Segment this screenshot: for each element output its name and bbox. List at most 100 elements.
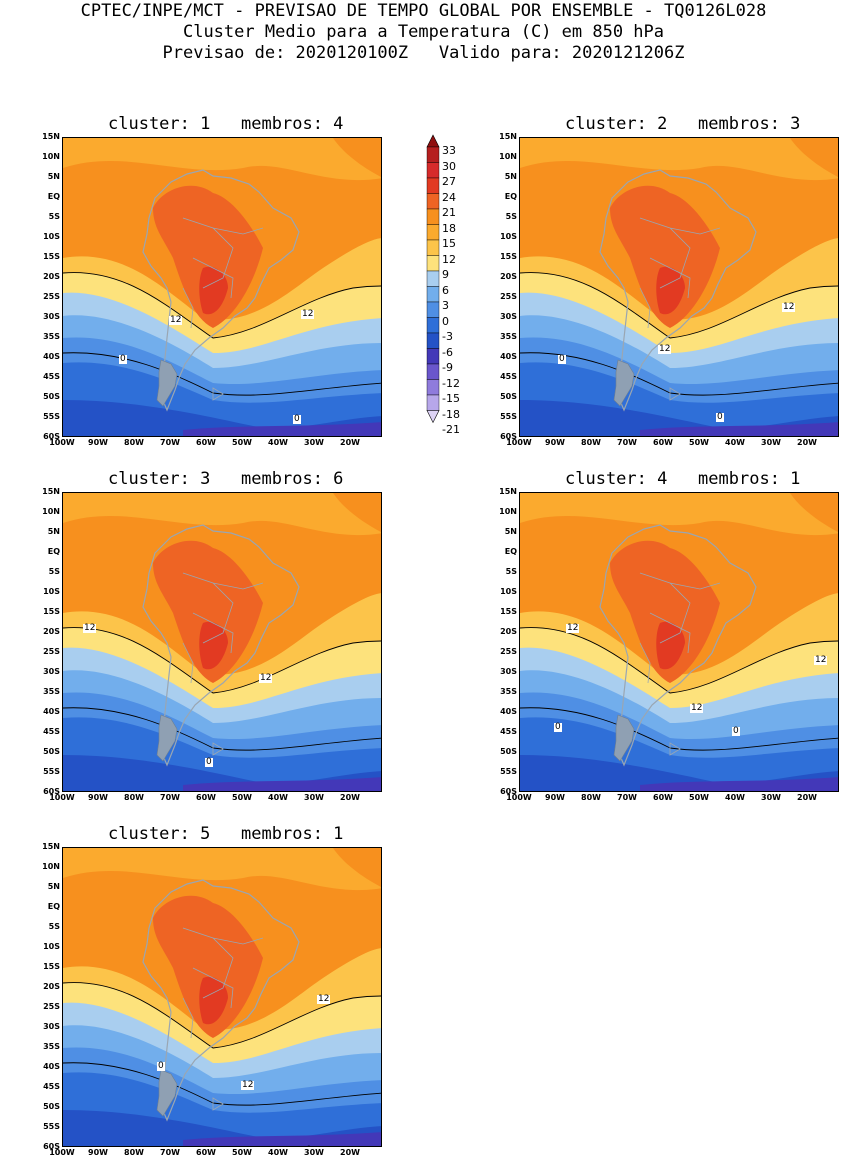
colorbar-label: -12	[442, 376, 460, 390]
lon-tick-label: 70W	[160, 793, 180, 802]
lon-tick-label: 40W	[268, 438, 288, 447]
lat-tick-label: 30S	[500, 312, 517, 321]
lat-tick-label: 25S	[500, 292, 517, 301]
lat-tick-label: 10N	[42, 862, 60, 871]
lat-tick-label: 60S	[43, 787, 60, 796]
lon-tick-label: 40W	[725, 438, 745, 447]
colorbar-label: 27	[442, 175, 456, 188]
colorbar-label: -21	[442, 423, 460, 436]
lat-tick-label: 50S	[43, 747, 60, 756]
panel-title: cluster: 3 membros: 6	[108, 469, 344, 489]
colorbar-label: 6	[442, 283, 449, 297]
colorbar-label: 30	[442, 159, 456, 173]
lat-tick-label: EQ	[47, 547, 60, 556]
lat-tick-label: 10S	[43, 587, 60, 596]
contour-label: 12	[658, 344, 672, 354]
lat-tick-label: 10S	[500, 587, 517, 596]
lat-tick-label: EQ	[504, 192, 517, 201]
colorbar-label: 0	[442, 314, 449, 328]
colorbar-label: -9	[442, 361, 453, 374]
lon-tick-label: 50W	[232, 793, 252, 802]
lon-tick-label: 70W	[617, 438, 637, 447]
lat-tick-label: 50S	[500, 392, 517, 401]
lat-tick-label: 5S	[505, 212, 517, 221]
lon-tick-label: 70W	[617, 793, 637, 802]
lat-tick-label: 55S	[43, 1122, 60, 1131]
lon-tick-label: 60W	[653, 793, 673, 802]
panel-title: cluster: 5 membros: 1	[108, 824, 344, 844]
contour-label: 12	[169, 315, 183, 325]
lon-tick-label: 100W	[506, 438, 532, 447]
lat-tick-label: 5N	[47, 882, 60, 891]
colorbar-swatch	[426, 193, 440, 210]
lat-tick-label: 20S	[43, 982, 60, 991]
colorbar-label: -18	[442, 407, 460, 421]
colorbar	[426, 134, 440, 424]
lat-tick-label: 50S	[43, 392, 60, 401]
lon-tick-label: 90W	[545, 438, 565, 447]
panel-title: cluster: 2 membros: 3	[565, 114, 801, 134]
colorbar-label: 3	[442, 299, 449, 312]
contour-label: 12	[317, 994, 331, 1004]
panel-title: cluster: 4 membros: 1	[565, 469, 801, 489]
lat-tick-label: 15S	[43, 962, 60, 971]
lat-tick-label: 25S	[500, 647, 517, 656]
lon-tick-label: 20W	[340, 1148, 360, 1157]
lat-tick-label: 10N	[499, 152, 517, 161]
lon-tick-label: 30W	[304, 438, 324, 447]
colorbar-label: 33	[442, 144, 456, 157]
lat-tick-label: 55S	[43, 412, 60, 421]
lon-tick-label: 90W	[88, 438, 108, 447]
contour-label: 12	[690, 703, 704, 713]
lon-tick-label: 20W	[340, 793, 360, 802]
contour-label: 0	[558, 354, 566, 364]
temperature-field	[520, 493, 838, 791]
colorbar-label: -15	[442, 392, 460, 405]
lat-tick-label: 30S	[43, 312, 60, 321]
lat-tick-label: 25S	[43, 647, 60, 656]
colorbar-swatch	[426, 363, 440, 380]
lat-tick-label: 10S	[43, 942, 60, 951]
lat-tick-label: 45S	[500, 372, 517, 381]
lat-tick-label: 5S	[505, 567, 517, 576]
colorbar-label: 12	[442, 252, 456, 266]
lat-tick-label: 60S	[43, 1142, 60, 1151]
lat-tick-label: 30S	[43, 667, 60, 676]
lon-tick-label: 20W	[340, 438, 360, 447]
lat-tick-label: 15N	[42, 487, 60, 496]
temperature-field	[63, 138, 381, 436]
contour-label: 12	[241, 1080, 255, 1090]
colorbar-swatch	[426, 177, 440, 194]
colorbar-swatch	[426, 208, 440, 225]
lon-tick-label: 40W	[268, 793, 288, 802]
lat-tick-label: 30S	[43, 1022, 60, 1031]
lon-tick-label: 80W	[581, 438, 601, 447]
lon-tick-label: 90W	[545, 793, 565, 802]
lat-tick-label: 50S	[43, 1102, 60, 1111]
lat-tick-label: 5S	[48, 567, 60, 576]
contour-label: 12	[83, 623, 97, 633]
lat-tick-label: 45S	[43, 727, 60, 736]
contour-label: 0	[293, 414, 301, 424]
contour-label: 12	[301, 309, 315, 319]
map-panel: 12 12 0 0	[62, 137, 382, 437]
lon-tick-label: 80W	[581, 793, 601, 802]
lon-tick-label: 30W	[761, 793, 781, 802]
contour-label: 12	[566, 623, 580, 633]
map-panel: 12 12 12 0 0	[519, 492, 839, 792]
lat-tick-label: 15S	[43, 607, 60, 616]
colorbar-label: 15	[442, 237, 456, 250]
colorbar-label: 18	[442, 221, 456, 235]
lat-tick-label: 55S	[43, 767, 60, 776]
lat-tick-label: EQ	[47, 192, 60, 201]
contour-label: 0	[157, 1061, 165, 1071]
lon-tick-label: 60W	[196, 438, 216, 447]
temperature-field	[520, 138, 838, 436]
lon-tick-label: 90W	[88, 793, 108, 802]
lon-tick-label: 70W	[160, 1148, 180, 1157]
lon-tick-label: 30W	[304, 793, 324, 802]
colorbar-swatch	[426, 255, 440, 272]
map-panel: 12 12 0 0	[62, 847, 382, 1147]
colorbar-swatch	[426, 379, 440, 396]
lat-tick-label: 5S	[48, 212, 60, 221]
